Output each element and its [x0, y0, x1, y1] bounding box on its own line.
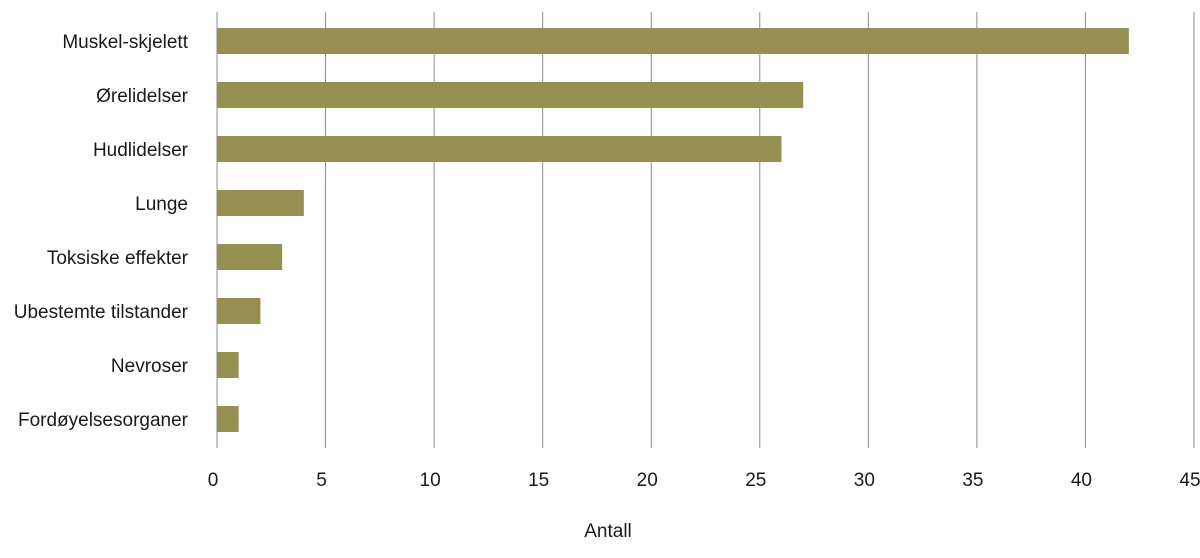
category-label: Ubestemte tilstander: [14, 302, 189, 323]
x-tick-label: 5: [316, 470, 327, 491]
x-tick-labels: 0 5 10 15 20 25 30 35 40 45: [208, 470, 1200, 491]
x-tick-label: 10: [420, 470, 441, 491]
bar: [217, 28, 1129, 54]
category-label: Ørelidelser: [96, 86, 189, 107]
category-label: Fordøyelsesorganer: [18, 410, 189, 431]
x-tick-label: 45: [1179, 470, 1200, 491]
gridlines: [216, 12, 1195, 448]
x-tick-label: 40: [1071, 470, 1092, 491]
x-axis-title: Antall: [584, 521, 632, 542]
bar: [217, 136, 782, 162]
bar: [217, 244, 283, 270]
x-tick-label: 15: [528, 470, 549, 491]
bar: [217, 82, 804, 108]
bar: [217, 406, 239, 432]
category-label: Toksiske effekter: [47, 248, 189, 269]
bar: [217, 190, 304, 216]
bars: [217, 28, 1129, 432]
x-tick-label: 30: [854, 470, 875, 491]
category-label: Hudlidelser: [93, 140, 189, 161]
category-labels: Muskel-skjelett Ørelidelser Hudlidelser Lun…: [14, 32, 189, 431]
bar: [217, 298, 261, 324]
category-label: Nevroser: [111, 356, 189, 377]
x-tick-label: 25: [745, 470, 766, 491]
x-tick-label: 0: [208, 470, 219, 491]
category-label: Lunge: [135, 194, 188, 215]
category-label: Muskel-skjelett: [62, 32, 188, 53]
bar: [217, 352, 239, 378]
x-tick-label: 20: [637, 470, 658, 491]
x-tick-label: 35: [962, 470, 983, 491]
